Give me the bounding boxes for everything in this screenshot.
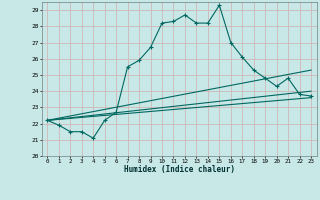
- X-axis label: Humidex (Indice chaleur): Humidex (Indice chaleur): [124, 165, 235, 174]
